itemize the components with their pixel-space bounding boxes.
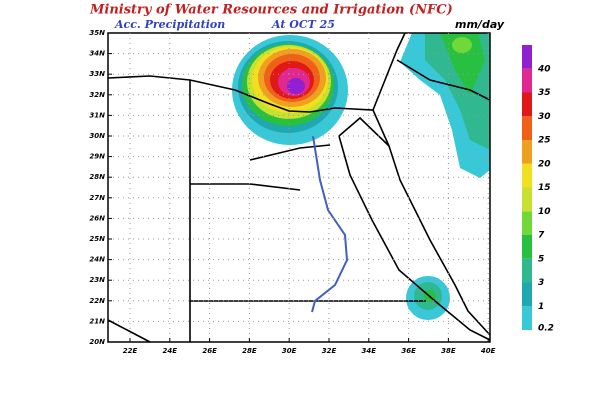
map-frame bbox=[107, 32, 491, 343]
lat-label: 29N bbox=[89, 153, 105, 161]
units: mm/day bbox=[455, 18, 505, 31]
colorbar-label: 0.2 bbox=[538, 324, 554, 334]
lat-label: 31N bbox=[89, 111, 105, 119]
lat-label: 33N bbox=[89, 70, 105, 78]
title: Ministry of Water Resources and Irrigati… bbox=[89, 3, 453, 18]
colorbar-swatch bbox=[522, 116, 532, 140]
lat-label: 28N bbox=[89, 173, 105, 181]
colorbar-swatch bbox=[522, 211, 532, 235]
lat-label: 25N bbox=[89, 235, 105, 243]
lat-label: 35N bbox=[89, 29, 105, 37]
colorbar-swatch bbox=[522, 306, 532, 330]
map bbox=[107, 32, 491, 343]
colorbar-label: 7 bbox=[538, 231, 545, 241]
colorbar-swatch bbox=[522, 140, 532, 164]
nile bbox=[311, 135, 349, 313]
lat-label: 34N bbox=[89, 50, 105, 58]
colorbar-label: 40 bbox=[537, 64, 551, 74]
lon-label: 24E bbox=[163, 347, 178, 355]
colorbar-swatch bbox=[522, 235, 532, 259]
lon-label: 40E bbox=[481, 347, 496, 355]
lat-label: 21N bbox=[89, 317, 105, 325]
colorbar-label: 15 bbox=[538, 183, 551, 193]
lat-label: 27N bbox=[89, 194, 105, 202]
colorbar-swatch bbox=[522, 45, 532, 69]
lon-label: 26E bbox=[202, 347, 217, 355]
colorbar-label: 30 bbox=[538, 112, 551, 122]
lon-label: 22E bbox=[123, 347, 138, 355]
lon-label: 32E bbox=[322, 347, 337, 355]
colorbar-swatch bbox=[522, 187, 532, 212]
lat-label: 22N bbox=[89, 297, 105, 305]
colorbar-label: 1 bbox=[538, 302, 544, 312]
precip-blob bbox=[232, 35, 348, 145]
colorbar-label: 25 bbox=[538, 136, 551, 146]
subtitle: Acc. Precipitation bbox=[114, 18, 225, 31]
lat-label: 23N bbox=[89, 276, 105, 284]
colorbar-label: 5 bbox=[538, 254, 544, 264]
colorbar-swatch bbox=[522, 258, 532, 283]
lat-label: 24N bbox=[89, 256, 105, 264]
colorbar-swatch bbox=[522, 282, 532, 307]
lon-label: 30E bbox=[282, 347, 297, 355]
colorbar-label: 10 bbox=[538, 207, 551, 217]
colorbar-label: 3 bbox=[538, 278, 544, 288]
lon-label: 38E bbox=[441, 347, 456, 355]
lat-label: 20N bbox=[89, 338, 105, 346]
colorbar-swatch bbox=[522, 68, 532, 93]
lat-label: 30N bbox=[89, 132, 105, 140]
colorbar-label: 35 bbox=[538, 88, 551, 98]
lon-label: 36E bbox=[401, 347, 416, 355]
colorbar-label: 20 bbox=[538, 159, 551, 169]
date: At OCT 25 bbox=[271, 18, 335, 31]
borders bbox=[107, 32, 491, 343]
lon-label: 28E bbox=[242, 347, 257, 355]
lat-label: 26N bbox=[89, 214, 105, 222]
precip-blob bbox=[400, 33, 490, 178]
lat-label: 32N bbox=[89, 91, 105, 99]
colorbar-swatch bbox=[522, 163, 532, 188]
colorbar-swatch bbox=[522, 92, 532, 117]
lon-label: 34E bbox=[362, 347, 377, 355]
